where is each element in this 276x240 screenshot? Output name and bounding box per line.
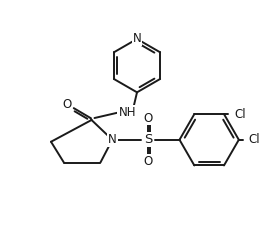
Text: Cl: Cl: [249, 133, 261, 146]
Text: N: N: [133, 32, 141, 45]
Text: N: N: [108, 133, 117, 146]
Text: Cl: Cl: [234, 108, 246, 120]
Text: S: S: [144, 133, 152, 146]
Text: O: O: [62, 98, 71, 111]
Text: O: O: [143, 155, 153, 168]
Text: O: O: [143, 112, 153, 125]
Text: NH: NH: [118, 106, 136, 119]
